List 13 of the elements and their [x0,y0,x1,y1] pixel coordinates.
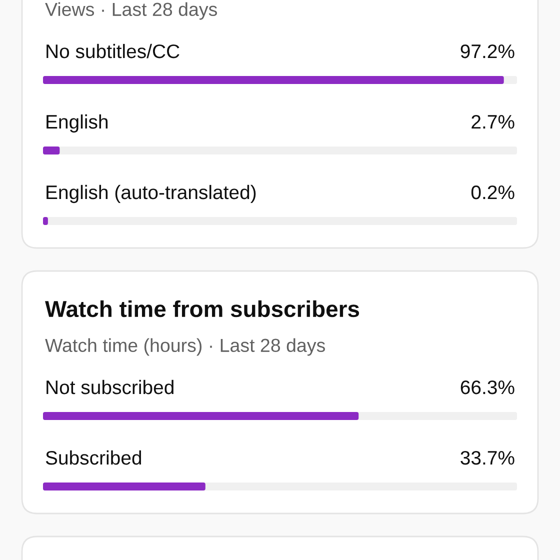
category-label: English (auto-translated) [46,184,256,204]
chart-subtitle: Watch time (hours) · Last 28 days [45,338,325,356]
category-label: Not subscribed [46,380,174,394]
data-label: 33.7% [460,450,514,465]
chart-title: Watch time from subscribers [45,300,360,318]
data-label: 97.2% [460,44,514,58]
category-label: Subscribed [46,450,142,465]
category-label: English [46,114,108,133]
chart-subtitle: Views · Last 28 days [45,2,217,20]
data-label: 2.7% [472,114,514,129]
category-label: No subtitles/CC [46,44,180,58]
data-label: 66.3% [460,380,514,394]
data-label: 0.2% [471,185,514,200]
